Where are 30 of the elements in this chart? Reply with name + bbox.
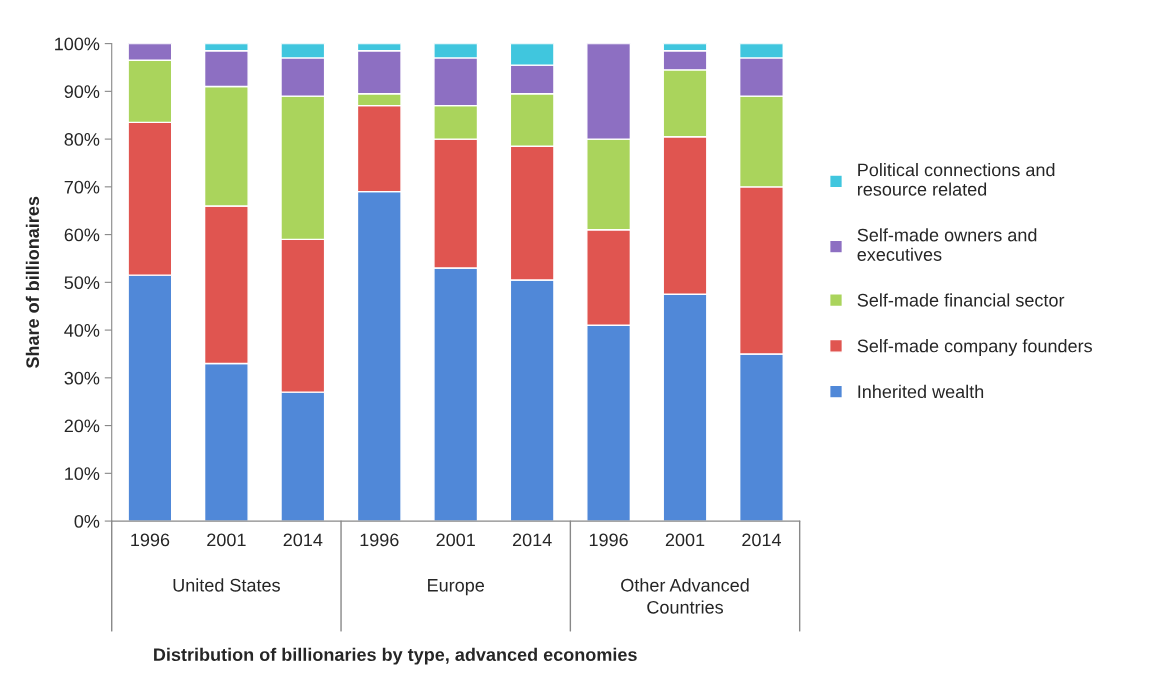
y-tick-label: 0% (74, 515, 100, 528)
x-tick-label: 2001 (665, 533, 705, 547)
text: United States (173, 578, 280, 592)
y-axis-title: Share of billionaires (25, 196, 40, 369)
x-tick-label: 1996 (589, 533, 628, 547)
y-tick-label: 70% (64, 180, 100, 194)
text: Other Advanced Countries (621, 578, 749, 614)
text: Europe (428, 579, 485, 596)
text: Distribution of billionaries by type, advanced economies (154, 647, 637, 665)
legend-label: Inherited wealth (858, 384, 984, 399)
y-tick-label: 20% (64, 419, 100, 433)
x-tick-label: 1996 (131, 533, 170, 547)
y-tick-label: 100% (55, 37, 100, 51)
x-tick-label: 2014 (742, 533, 782, 547)
x-tick-label: 2014 (512, 533, 552, 547)
x-tick-label: 2014 (283, 533, 323, 547)
y-tick-label: 50% (64, 276, 100, 290)
y-tick-label: 30% (64, 371, 100, 385)
legend-label: Political connections and resource related (857, 163, 1055, 196)
y-tick-label: 60% (64, 228, 100, 242)
x-tick-label: 2001 (207, 533, 246, 547)
legend-label: Self-made financial sector (857, 293, 1065, 307)
x-tick-label: 1996 (360, 533, 399, 547)
y-tick-label: 90% (64, 85, 100, 99)
x-tick-label: 2001 (436, 533, 475, 547)
legend-label: Self-made owners and executives (857, 228, 1037, 261)
y-tick-label: 40% (64, 324, 100, 337)
y-tick-label: 10% (65, 467, 100, 481)
y-tick-label: 80% (64, 133, 100, 146)
legend-label: Self-made company founders (857, 339, 1092, 356)
